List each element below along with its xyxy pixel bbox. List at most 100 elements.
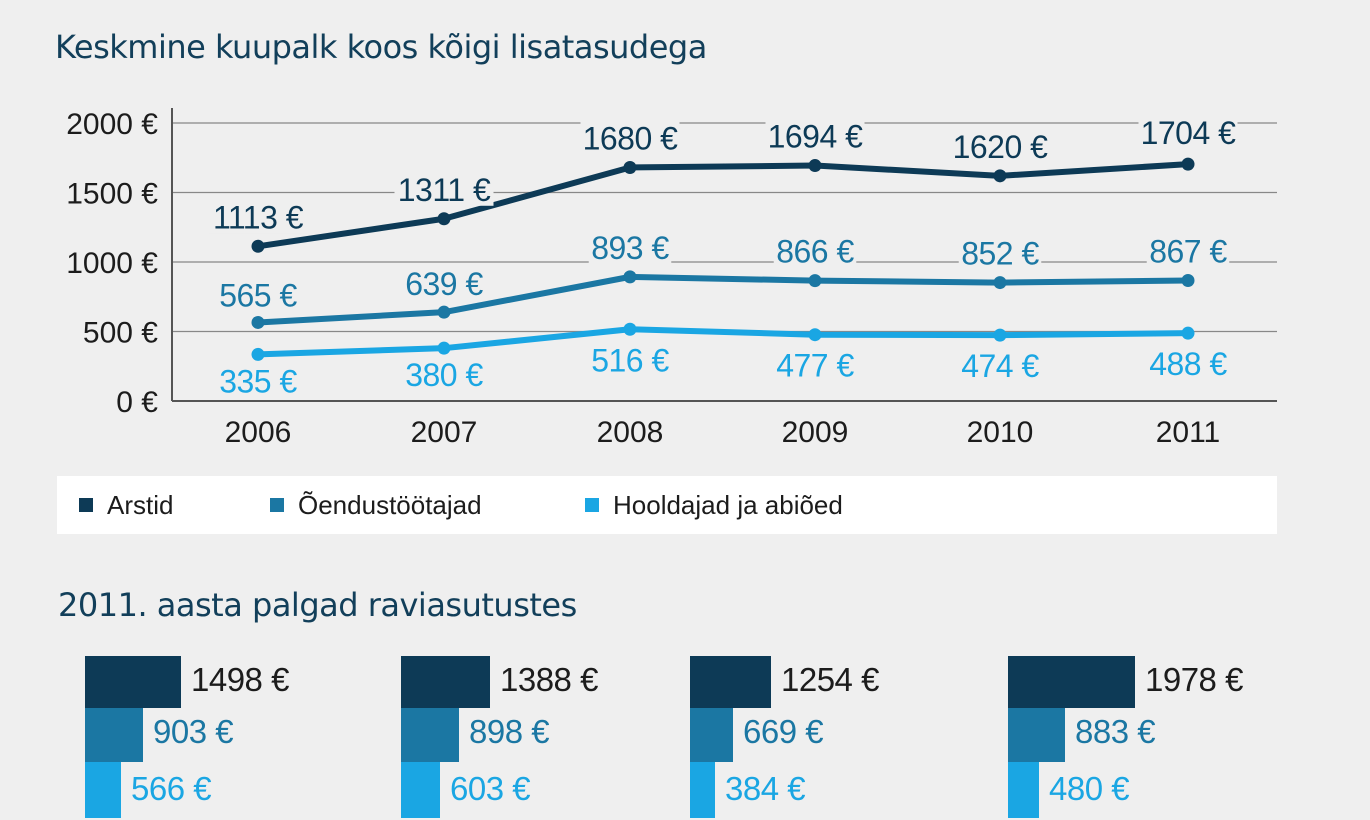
data-label: 1704 € bbox=[1141, 115, 1237, 151]
data-point bbox=[623, 322, 637, 336]
chart-title: Keskmine kuupalk koos kõigi lisatasudega bbox=[55, 28, 707, 66]
data-point bbox=[1181, 157, 1195, 171]
data-label-bg bbox=[580, 121, 680, 155]
y-tick-label: 2000 € bbox=[66, 108, 158, 141]
bar-value-label: 1388 € bbox=[500, 661, 598, 698]
data-label: 1311 € bbox=[398, 172, 491, 208]
bar bbox=[401, 708, 459, 762]
series-line-1 bbox=[255, 273, 1191, 326]
data-label-bg bbox=[773, 348, 857, 382]
data-point bbox=[623, 270, 637, 284]
data-label: 565 € bbox=[219, 277, 297, 313]
data-point bbox=[1181, 273, 1195, 287]
x-tick-label: 2011 bbox=[1156, 416, 1221, 449]
data-label: 380 € bbox=[405, 357, 483, 393]
line-chart: 0 € 500 € 1000 € 1500 € 2000 € 2006 2007 2008 20… bbox=[66, 108, 1277, 449]
bar bbox=[690, 708, 733, 762]
bar bbox=[401, 762, 440, 818]
data-point bbox=[808, 328, 822, 342]
data-label-bg bbox=[208, 200, 308, 234]
section-title-2011: 2011. aasta palgad raviasutustes bbox=[58, 586, 577, 624]
data-label: 639 € bbox=[405, 266, 483, 302]
data-label-bg bbox=[950, 129, 1050, 163]
bar-value-label: 480 € bbox=[1049, 770, 1130, 807]
bar bbox=[401, 656, 490, 708]
bar-value-label: 384 € bbox=[725, 770, 806, 807]
data-point bbox=[251, 315, 265, 329]
data-point bbox=[993, 328, 1007, 342]
legend-label-hooldajad: Hooldajad ja abiõed bbox=[613, 489, 843, 520]
bar-value-label: 566 € bbox=[131, 770, 212, 807]
legend-swatch-hooldajad bbox=[585, 498, 599, 512]
bar-value-label: 903 € bbox=[153, 713, 234, 750]
data-point bbox=[623, 160, 637, 174]
data-point bbox=[437, 341, 451, 355]
data-label-bg bbox=[773, 234, 857, 268]
bar bbox=[85, 762, 121, 818]
data-label-bg bbox=[765, 119, 865, 153]
data-label: 852 € bbox=[961, 236, 1039, 272]
bar-value-label: 603 € bbox=[450, 770, 531, 807]
bar-value-label: 1254 € bbox=[781, 661, 879, 698]
bar bbox=[1008, 708, 1065, 762]
legend-item-arstid: Arstid bbox=[79, 476, 173, 534]
bar-value-label: 898 € bbox=[469, 713, 550, 750]
data-label: 1113 € bbox=[213, 199, 304, 235]
data-point bbox=[437, 212, 451, 226]
chart-legend: Arstid Õendustöötajad Hooldajad ja abiõe… bbox=[57, 476, 1277, 534]
bar bbox=[1008, 762, 1039, 818]
legend-item-oendustootajad: Õendustöötajad bbox=[270, 476, 482, 534]
bar bbox=[1008, 656, 1135, 708]
data-label-bg bbox=[402, 358, 486, 392]
x-tick-label: 2008 bbox=[597, 416, 664, 449]
data-label-bg bbox=[394, 172, 494, 206]
bar-value-label: 1978 € bbox=[1145, 661, 1243, 698]
data-label-bg bbox=[958, 236, 1042, 270]
data-label: 866 € bbox=[776, 234, 854, 270]
legend-swatch-arstid bbox=[79, 498, 93, 512]
data-label: 1620 € bbox=[953, 129, 1049, 165]
data-label-bg bbox=[216, 364, 300, 398]
data-label-bg bbox=[958, 349, 1042, 383]
data-point bbox=[993, 276, 1007, 290]
bar bbox=[85, 656, 181, 708]
bar bbox=[85, 708, 143, 762]
data-label-bg bbox=[588, 230, 672, 264]
series-line-0 bbox=[255, 161, 1191, 250]
data-label: 867 € bbox=[1149, 233, 1227, 269]
bar-value-label: 669 € bbox=[743, 713, 824, 750]
data-point bbox=[808, 159, 822, 173]
data-point bbox=[993, 169, 1007, 183]
data-label-bg bbox=[402, 267, 486, 301]
data-point bbox=[251, 239, 265, 253]
data-label-bg bbox=[1146, 347, 1230, 381]
y-tick-label: 500 € bbox=[83, 317, 158, 350]
data-point bbox=[251, 347, 265, 361]
data-label-bg bbox=[1146, 234, 1230, 268]
data-label: 516 € bbox=[591, 342, 669, 378]
data-point bbox=[437, 305, 451, 319]
data-label: 477 € bbox=[776, 348, 854, 384]
data-label: 335 € bbox=[219, 363, 297, 399]
data-label: 1680 € bbox=[583, 120, 679, 156]
y-tick-label: 0 € bbox=[116, 386, 158, 419]
series-line-2 bbox=[255, 326, 1191, 358]
y-tick-label: 1000 € bbox=[66, 247, 158, 280]
data-label-bg bbox=[1138, 116, 1238, 150]
x-tick-label: 2009 bbox=[782, 416, 849, 449]
data-label: 893 € bbox=[591, 230, 669, 266]
data-label: 1694 € bbox=[768, 119, 864, 155]
legend-item-hooldajad: Hooldajad ja abiõed bbox=[585, 476, 843, 534]
legend-label-oendustootajad: Õendustöötajad bbox=[298, 489, 482, 520]
y-tick-label: 1500 € bbox=[66, 178, 158, 211]
x-tick-label: 2006 bbox=[225, 416, 292, 449]
bar-value-label: 883 € bbox=[1075, 713, 1156, 750]
legend-label-arstid: Arstid bbox=[107, 489, 174, 520]
data-point bbox=[1181, 326, 1195, 340]
data-label: 474 € bbox=[961, 348, 1039, 384]
legend-swatch-oendustootajad bbox=[270, 498, 284, 512]
data-label-bg bbox=[588, 343, 672, 377]
x-tick-label: 2007 bbox=[411, 416, 478, 449]
bar bbox=[690, 656, 771, 708]
